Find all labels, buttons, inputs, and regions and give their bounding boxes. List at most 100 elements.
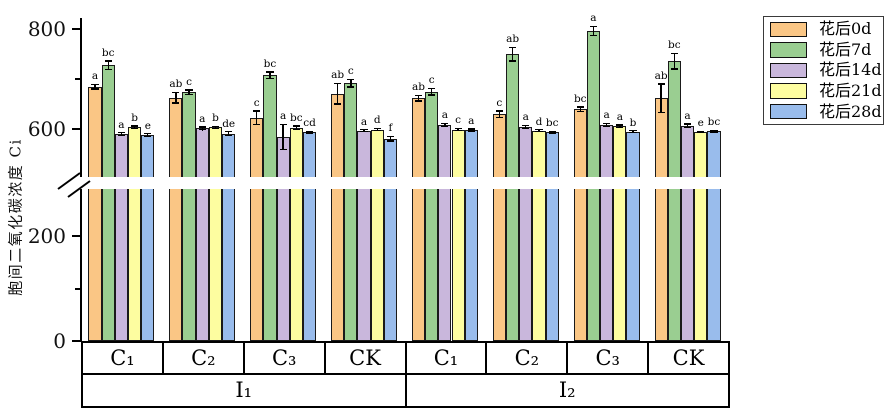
error-bar-cap-bottom xyxy=(198,129,206,131)
bar xyxy=(464,130,478,341)
significance-letter: c xyxy=(347,65,354,78)
axis-break-band xyxy=(82,176,728,189)
error-bar-line xyxy=(673,52,676,70)
error-bar-cap-top xyxy=(292,125,300,127)
legend-label: 花后7d xyxy=(819,39,872,59)
legend-swatch xyxy=(770,21,807,38)
error-bar-cap-top xyxy=(535,129,543,131)
error-bar-cap-bottom xyxy=(522,127,530,129)
significance-letter: e xyxy=(697,117,704,129)
significance-letter: a xyxy=(91,70,99,83)
error-bar-cap-top xyxy=(629,130,637,132)
significance-letter: a xyxy=(468,114,475,127)
error-bar-cap-top xyxy=(454,127,462,130)
bar xyxy=(438,124,452,341)
error-bar-line xyxy=(295,125,298,131)
bar xyxy=(302,132,317,341)
bar xyxy=(451,129,465,341)
error-bar-cap-bottom xyxy=(603,125,611,127)
error-bar-line xyxy=(457,127,459,131)
error-bar-cap-top xyxy=(347,78,355,81)
bar xyxy=(545,132,559,341)
error-bar-cap-top xyxy=(495,110,503,112)
error-bar-cap-top xyxy=(589,25,598,28)
significance-letter: a xyxy=(118,118,125,131)
error-bar-cap-bottom xyxy=(697,131,705,133)
error-bar-cap-bottom xyxy=(131,128,139,130)
y-axis-major-tick xyxy=(72,27,81,30)
error-bar-line xyxy=(511,46,514,62)
error-bar-cap-top xyxy=(253,110,261,112)
legend-item: 花后0d xyxy=(770,19,883,40)
error-bar-cap-bottom xyxy=(548,132,556,134)
error-bar-line xyxy=(686,123,689,129)
error-bar-cap-bottom xyxy=(172,102,180,104)
legend-item: 花后14d xyxy=(770,60,883,81)
error-bar-cap-top xyxy=(576,106,584,108)
significance-letter: ab xyxy=(169,78,183,91)
significance-letter: a xyxy=(360,115,368,128)
error-bar-cap-bottom xyxy=(467,130,475,132)
error-bar-line xyxy=(605,122,608,127)
error-bar-cap-bottom xyxy=(670,68,678,70)
error-bar-cap-bottom xyxy=(225,134,233,137)
x-axis-irrigation-label: I₁ xyxy=(81,374,405,408)
bar xyxy=(182,92,196,341)
error-bar-cap-top xyxy=(616,124,624,126)
error-bar-cap-bottom xyxy=(360,130,368,132)
error-bar-cap-bottom xyxy=(144,135,152,138)
significance-letter: f xyxy=(388,122,393,135)
legend-item: 花后7d xyxy=(770,40,883,61)
error-bar-cap-bottom xyxy=(386,140,394,142)
error-bar-line xyxy=(188,89,190,96)
y-axis-line xyxy=(80,188,82,341)
significance-letter: bc xyxy=(263,57,277,70)
significance-letter: a xyxy=(616,110,623,123)
x-axis-irrigation-label: I₂ xyxy=(404,374,730,408)
error-bar-cap-bottom xyxy=(292,129,300,131)
error-bar-cap-top xyxy=(172,91,180,94)
error-bar-line xyxy=(632,130,634,133)
error-bar-line xyxy=(619,124,621,129)
error-bar-cap-top xyxy=(104,60,112,62)
bar xyxy=(707,131,721,341)
error-bar-cap-bottom xyxy=(211,127,220,129)
error-bar-line xyxy=(94,83,96,90)
x-axis-group-label: C₃ xyxy=(566,341,648,375)
error-bar-line xyxy=(227,131,230,137)
legend-swatch xyxy=(770,103,807,120)
error-bar-line xyxy=(214,125,217,129)
significance-letter: a xyxy=(590,12,597,25)
y-axis-major-tick xyxy=(72,128,81,130)
bar xyxy=(357,130,371,341)
legend-item: 花后28d xyxy=(770,101,883,122)
error-bar-cap-bottom xyxy=(589,34,598,37)
legend-label: 花后14d xyxy=(819,60,882,80)
legend: 花后0d 花后7d 花后14d 花后21d 花后28d xyxy=(763,16,884,125)
significance-letter: ab xyxy=(654,69,668,82)
error-bar-cap-bottom xyxy=(683,127,692,129)
bar xyxy=(169,97,183,341)
error-bar-cap-top xyxy=(386,135,394,137)
significance-letter: a xyxy=(199,112,206,125)
bar xyxy=(331,93,345,341)
bar xyxy=(519,126,533,341)
significance-letter: c xyxy=(253,96,260,109)
significance-letter: c xyxy=(455,114,462,127)
x-axis-group-label: CK xyxy=(323,341,405,375)
bar xyxy=(573,109,587,341)
error-bar-cap-top xyxy=(334,82,342,85)
significance-letter: b xyxy=(131,111,138,124)
error-bar-cap-bottom xyxy=(710,131,718,133)
legend-label: 花后28d xyxy=(819,101,882,121)
error-bar-line xyxy=(336,82,339,105)
significance-letter: ab xyxy=(412,81,425,94)
error-bar-cap-top xyxy=(670,52,678,54)
bar xyxy=(694,131,708,341)
error-bar-line xyxy=(175,91,177,104)
error-bar-cap-top xyxy=(683,123,692,125)
bar xyxy=(141,135,155,341)
bar xyxy=(613,126,627,341)
legend-swatch xyxy=(770,83,807,99)
